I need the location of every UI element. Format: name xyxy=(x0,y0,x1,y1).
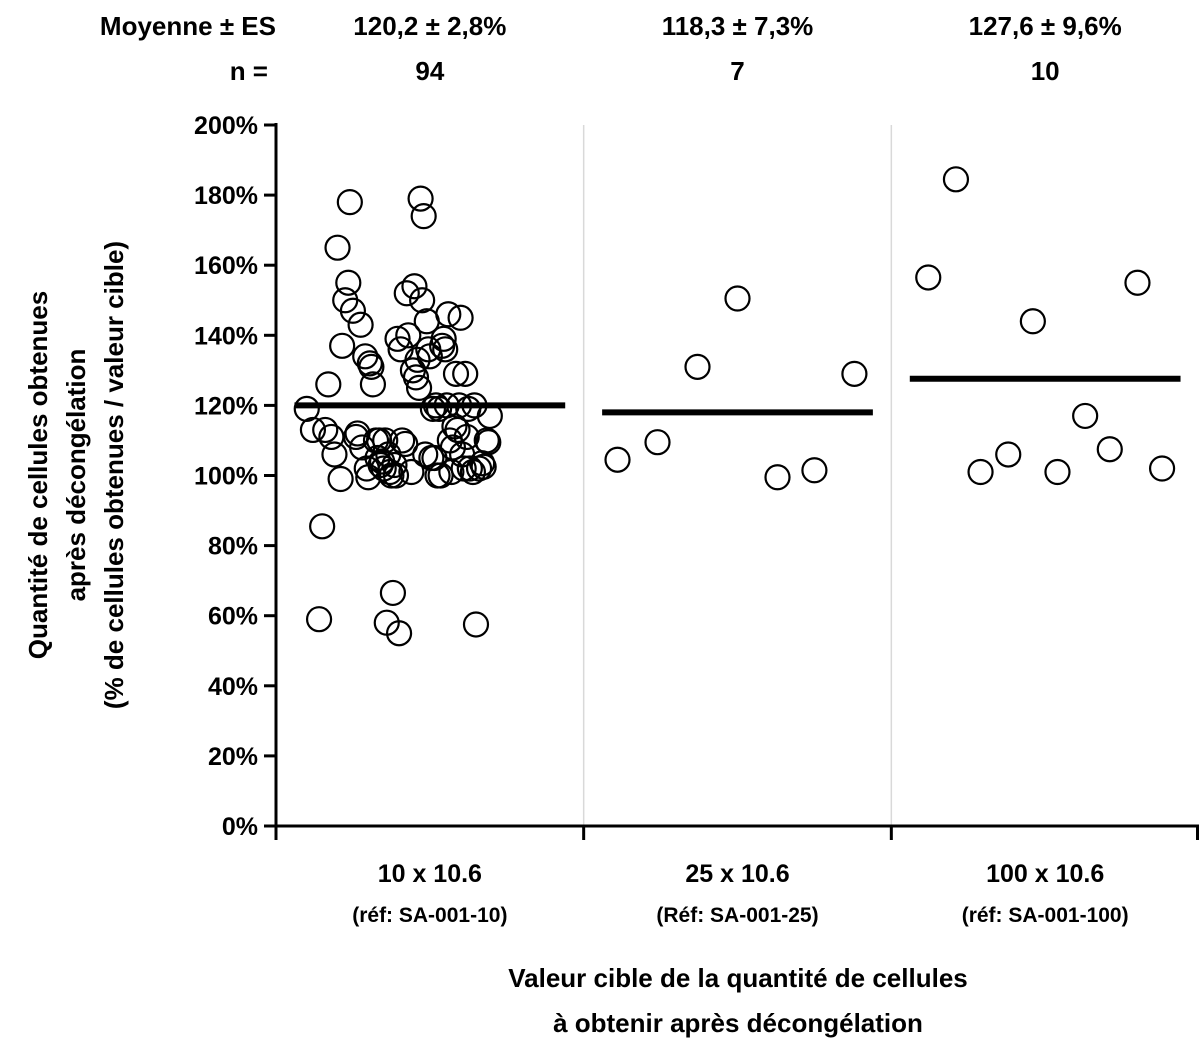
x-category-label: 25 x 10.6 xyxy=(685,860,789,888)
data-point xyxy=(389,427,416,454)
n-row-label: n = xyxy=(230,56,268,86)
data-point xyxy=(370,455,397,482)
data-point xyxy=(358,353,385,380)
data-point xyxy=(470,453,497,480)
y-tick-label: 200% xyxy=(194,112,258,140)
data-point xyxy=(336,189,363,216)
x-category-label: 100 x 10.6 xyxy=(986,860,1104,888)
data-point xyxy=(405,374,433,401)
y-axis-label-line-2: après décongélation xyxy=(61,349,91,602)
y-tick-label: 140% xyxy=(194,322,258,350)
data-point xyxy=(299,416,327,444)
data-point xyxy=(432,336,459,363)
data-point xyxy=(392,430,419,458)
data-point xyxy=(1096,436,1123,463)
group-mean-se-value: 118,3 ± 7,3% xyxy=(662,11,814,41)
data-point xyxy=(439,434,467,461)
y-tick-label: 100% xyxy=(194,463,258,491)
y-tick-label: 120% xyxy=(194,392,258,420)
data-point xyxy=(435,301,462,328)
y-axis-label-line-1: Quantité de cellules obtenues xyxy=(23,291,53,659)
data-point xyxy=(801,457,828,484)
data-point xyxy=(475,429,502,456)
data-point xyxy=(1019,308,1046,335)
group-n-value: 10 xyxy=(1031,56,1060,86)
data-point xyxy=(305,606,333,633)
data-point xyxy=(724,285,751,312)
data-point xyxy=(359,371,387,398)
data-point xyxy=(410,203,437,230)
data-point xyxy=(453,423,480,451)
data-point xyxy=(339,297,367,324)
data-point xyxy=(644,429,671,456)
group-n-value: 94 xyxy=(415,56,444,86)
data-point xyxy=(395,322,422,349)
data-point xyxy=(327,465,354,493)
data-point xyxy=(381,451,408,479)
x-category-ref-label: (Réf: SA-001-25) xyxy=(656,904,818,927)
data-point xyxy=(347,311,374,338)
data-point xyxy=(1044,458,1071,486)
data-point xyxy=(442,360,470,387)
data-point xyxy=(995,441,1022,468)
y-tick-label: 180% xyxy=(194,182,258,210)
data-point xyxy=(315,371,342,398)
data-point xyxy=(452,360,479,387)
data-point xyxy=(915,264,942,291)
data-point xyxy=(321,441,348,468)
group-n-value: 7 xyxy=(730,56,744,86)
data-point xyxy=(404,346,431,373)
data-point xyxy=(393,280,420,307)
data-point xyxy=(409,287,436,314)
data-point xyxy=(401,273,428,300)
x-axis-label-line-2: à obtenir après décongélation xyxy=(553,1008,923,1038)
data-point xyxy=(764,464,791,491)
data-point xyxy=(427,462,454,489)
x-category-ref-label: (réf: SA-001-100) xyxy=(962,904,1129,927)
data-point xyxy=(967,458,994,486)
y-tick-label: 60% xyxy=(208,603,258,631)
data-point xyxy=(462,611,490,638)
group-mean-se-value: 127,6 ± 9,6% xyxy=(969,11,1122,41)
y-tick-label: 40% xyxy=(208,673,258,701)
data-point xyxy=(419,395,447,423)
x-category-label: 10 x 10.6 xyxy=(378,860,482,888)
data-point xyxy=(456,455,483,482)
y-tick-label: 0% xyxy=(222,813,258,841)
data-point xyxy=(942,166,970,193)
y-tick-label: 160% xyxy=(194,252,258,280)
data-point xyxy=(430,325,457,352)
y-tick-label: 80% xyxy=(208,533,258,561)
data-point xyxy=(309,513,336,540)
data-point xyxy=(329,332,356,359)
data-point xyxy=(604,446,631,473)
data-point xyxy=(384,325,411,352)
data-point xyxy=(382,462,410,489)
data-point xyxy=(407,185,434,212)
data-point xyxy=(402,364,430,391)
y-axis-label-line-3: (% de cellules obtenues / valeur cible) xyxy=(99,241,129,709)
data-point xyxy=(841,360,868,387)
data-point xyxy=(335,269,362,296)
data-point xyxy=(1148,455,1176,482)
data-point xyxy=(324,234,351,261)
mean-se-row-label: Moyenne ± ES xyxy=(100,11,276,41)
data-point xyxy=(398,458,425,486)
data-point xyxy=(1124,269,1151,296)
group-mean-se-value: 120,2 ± 2,8% xyxy=(353,11,506,41)
data-point xyxy=(1072,402,1099,430)
data-point xyxy=(372,427,399,454)
data-point xyxy=(447,304,474,331)
data-point xyxy=(379,579,407,607)
x-axis-label-line-1: Valeur cible de la quantité de cellules xyxy=(508,963,968,993)
y-tick-label: 20% xyxy=(208,743,258,771)
data-point xyxy=(684,353,711,380)
data-point xyxy=(312,416,339,444)
x-category-ref-label: (réf: SA-001-10) xyxy=(352,904,507,927)
data-point xyxy=(385,620,413,647)
